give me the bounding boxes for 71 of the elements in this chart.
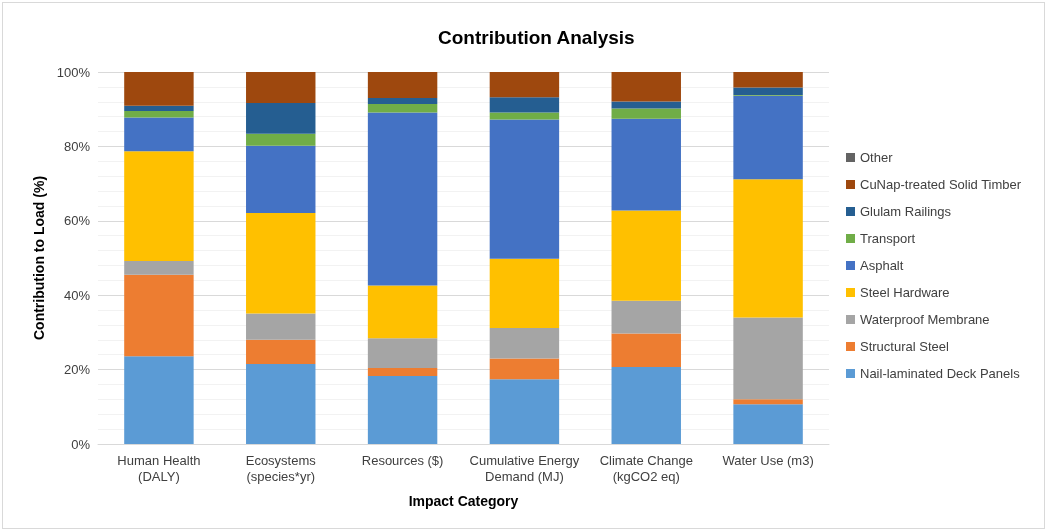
bar — [489, 97, 560, 113]
bar — [733, 317, 803, 400]
bar — [489, 112, 560, 120]
bar — [246, 145, 316, 213]
y-axis-title: Contribution to Load (%) — [30, 175, 47, 341]
legend-label: Steel Hardware — [860, 285, 950, 300]
chart-title: Contribution Analysis — [438, 27, 635, 48]
y-tick-label: 0% — [71, 436, 91, 452]
bar — [367, 103, 438, 113]
bar — [489, 379, 560, 444]
bar — [733, 72, 803, 88]
bar — [124, 72, 194, 106]
bar — [367, 285, 438, 339]
bar — [246, 212, 316, 314]
y-tick-label: 60% — [63, 213, 91, 229]
legend-label: Other — [860, 150, 894, 165]
bar — [246, 313, 316, 340]
bar — [367, 98, 438, 104]
y-tick-label: 80% — [63, 138, 91, 154]
bar — [733, 87, 803, 96]
bar — [611, 72, 681, 102]
bar — [489, 327, 560, 359]
x-tick-label: Human Health (DALY) — [117, 452, 201, 484]
bar — [611, 108, 681, 119]
bar — [246, 339, 316, 365]
x-tick-label: Resources ($) — [361, 452, 444, 468]
bar — [733, 179, 803, 318]
legend-label: Waterproof Membrane — [860, 312, 990, 327]
bar — [124, 105, 194, 112]
legend-label: Structural Steel — [860, 339, 949, 354]
bar — [124, 111, 194, 118]
bar — [733, 399, 803, 405]
y-tick-label: 20% — [63, 362, 91, 378]
bar — [367, 368, 438, 376]
bar — [367, 338, 438, 369]
bar — [124, 117, 194, 152]
bar — [611, 367, 681, 444]
x-axis-title: Impact Category — [408, 493, 519, 509]
bar — [246, 364, 316, 444]
bar — [124, 356, 194, 444]
legend-label: Asphalt — [860, 258, 904, 273]
bar — [246, 102, 316, 134]
bar — [611, 300, 681, 334]
bar — [124, 151, 194, 261]
bar — [611, 210, 681, 301]
legend-label: Nail-laminated Deck Panels — [860, 366, 1021, 381]
bar — [246, 133, 316, 146]
bar — [733, 95, 803, 180]
bar — [611, 101, 681, 109]
bar — [124, 274, 194, 357]
bar — [367, 375, 438, 444]
x-tick-label: Cumulative Energy Demand (MJ) — [469, 452, 580, 484]
bar — [124, 260, 194, 275]
bar — [367, 72, 438, 99]
x-tick-label: Water Use (m3) — [722, 452, 814, 468]
bar — [489, 119, 560, 259]
y-tick-label: 100% — [56, 64, 91, 80]
bar — [733, 404, 803, 444]
bar — [246, 72, 316, 103]
bar — [367, 112, 438, 286]
bar — [489, 358, 560, 380]
x-tick-label: Climate Change (kgCO2 eq) — [599, 452, 693, 484]
legend-label: CuNap-treated Solid Timber — [860, 177, 1022, 192]
bar — [611, 118, 681, 211]
bar — [489, 258, 560, 328]
legend-label: Glulam Railings — [860, 204, 952, 219]
y-tick-label: 40% — [63, 287, 91, 303]
bar — [489, 72, 560, 98]
bar — [611, 333, 681, 367]
x-tick-label: Ecosystems (species*yr) — [245, 452, 317, 484]
legend-label: Transport — [860, 231, 916, 246]
